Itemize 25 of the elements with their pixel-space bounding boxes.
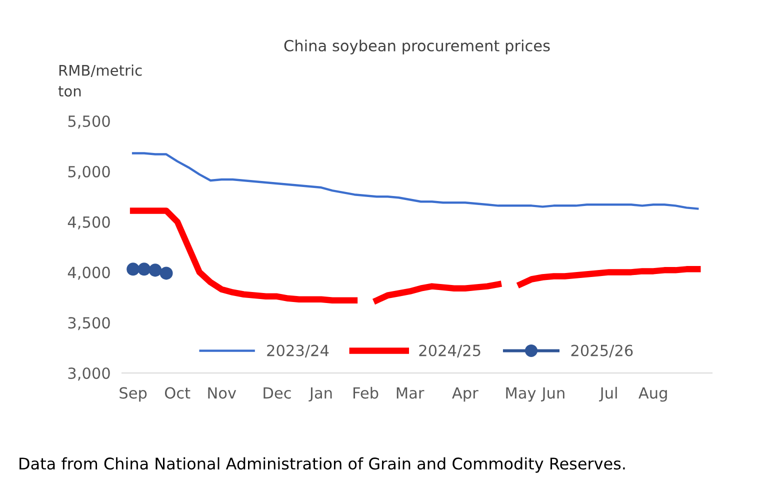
x-tick-label: Aug <box>638 387 667 402</box>
x-tick-label: Mar <box>396 387 424 399</box>
x-tick-label: Apr <box>452 387 478 402</box>
y-tick-label: 3,500 <box>68 317 110 330</box>
x-tick-label: Jan <box>308 387 332 402</box>
y-tick-label: 4,000 <box>68 266 110 280</box>
legend-label: 2024/25 <box>419 344 480 358</box>
x-tick-label: Nov <box>208 387 236 399</box>
line-series <box>132 152 699 210</box>
x-tick-label: Dec <box>264 387 291 399</box>
y-tick-label: 4,500 <box>68 216 110 230</box>
y-tick-label: 5,500 <box>68 115 110 129</box>
x-tick-label: Sep <box>120 387 147 402</box>
x-tick-label: Feb <box>354 386 378 399</box>
legend-label: 2023/24 <box>267 344 329 358</box>
x-tick-label: Jul <box>599 386 617 402</box>
x-tick-label: May <box>506 387 536 402</box>
x-tick-label: Jun <box>540 387 564 402</box>
chart-title: China soybean procurement prices <box>284 40 550 54</box>
legend-label: 2025/26 <box>571 344 633 358</box>
y-tick-label: 3,000 <box>68 367 110 381</box>
y-tick-label: 5,000 <box>68 166 110 179</box>
text: Data from China National Administration of Grain and Commodity Reserves. <box>20 457 625 473</box>
y-axis-title: RMB/metric ton <box>58 64 142 97</box>
x-tick-label: Oct <box>164 387 190 399</box>
